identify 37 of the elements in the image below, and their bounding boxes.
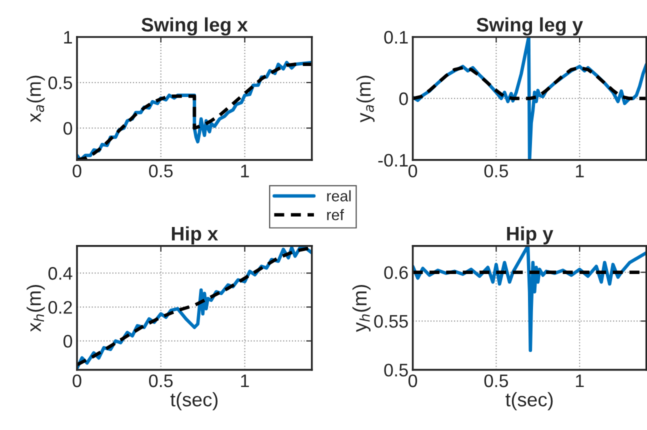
x-tick-label: 0	[408, 164, 418, 178]
y-tick-label: 0.1	[384, 30, 408, 44]
y-tick-label: -0.1	[378, 154, 408, 167]
x-tick-label: 0	[408, 374, 418, 388]
x-tick-label: 0	[72, 374, 82, 388]
y-tick-label: 0.55	[374, 314, 408, 328]
x-tick-label: 1	[576, 164, 584, 178]
x-tick-label: 1	[241, 374, 249, 388]
y-tick-label: 1	[64, 31, 72, 44]
y-axis-title: y$_{h}$(m)	[352, 284, 371, 332]
chart-title: Hip y	[507, 226, 554, 244]
x-tick-label: 1	[576, 374, 584, 388]
x-axis-title: t(sec)	[506, 392, 553, 410]
y-axis-title: x$_{a}$(m)	[26, 76, 45, 122]
y-tick-label: 0.4	[48, 267, 72, 280]
x-tick-label: 0	[72, 164, 82, 178]
y-tick-label: 0.2	[48, 300, 72, 314]
legend-label: real	[327, 190, 351, 202]
x-tick-label: 0.5	[149, 374, 173, 388]
x-tick-label: 0.5	[484, 374, 508, 388]
y-tick-label: 0.6	[384, 266, 408, 280]
x-tick-label: 0.5	[149, 164, 173, 178]
x-tick-label: 0.5	[484, 164, 508, 178]
y-axis-title: x$_{h}$(m)	[26, 284, 45, 332]
x-axis-title: t(sec)	[170, 392, 218, 410]
y-tick-label: 0	[63, 122, 72, 135]
chart-title: Swing leg x	[142, 17, 248, 36]
y-tick-label: 0	[63, 334, 72, 348]
chart-title: Hip x	[172, 226, 218, 244]
y-tick-label: 0	[399, 92, 408, 106]
legend-label: ref	[327, 209, 344, 220]
y-tick-label: 0.5	[384, 364, 408, 377]
chart-title: Swing leg y	[476, 17, 583, 36]
y-tick-label: 0.5	[48, 76, 72, 90]
x-tick-label: 1	[241, 164, 249, 178]
y-axis-title: y$_{a}$(m)	[356, 76, 375, 122]
line-series	[412, 66, 646, 100]
